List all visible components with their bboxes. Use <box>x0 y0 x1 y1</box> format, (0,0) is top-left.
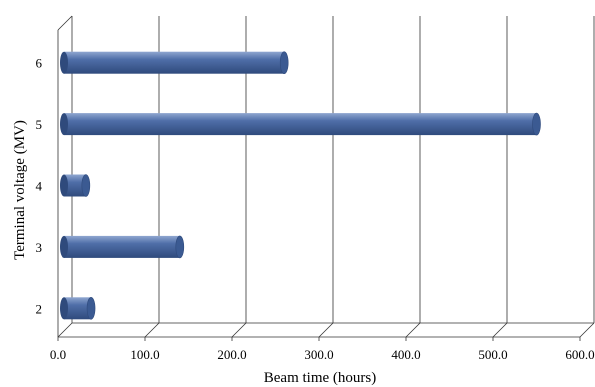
y-tick-label: 4 <box>36 179 43 194</box>
bar-end-cap <box>279 51 289 75</box>
bar-body <box>64 174 86 197</box>
bar-start-cap <box>60 51 68 74</box>
floor-diagonal <box>144 322 160 338</box>
y-axis-label: Terminal voltage (MV) <box>12 120 28 260</box>
y-tick-label: 3 <box>36 240 43 255</box>
floor-diagonal <box>318 322 334 338</box>
x-tick-label: 400.0 <box>391 347 420 362</box>
bar-body <box>64 51 285 74</box>
floor-diagonal <box>579 322 595 338</box>
floor-diagonal <box>405 322 421 338</box>
bar-5 <box>60 112 541 136</box>
bar-end-cap <box>532 112 541 136</box>
x-tick-label: 300.0 <box>304 347 333 362</box>
floor-diagonal <box>231 322 247 338</box>
top-left-diagonal <box>57 15 73 31</box>
x-tick-label: 200.0 <box>217 347 246 362</box>
bar-4 <box>60 174 91 197</box>
x-tick-label: 500.0 <box>478 347 507 362</box>
x-tick-label: 0.0 <box>50 347 66 362</box>
bar-end-cap <box>175 235 185 259</box>
bar-body <box>64 113 537 136</box>
bar-end-cap <box>86 296 96 320</box>
floor-diagonal <box>57 322 73 338</box>
bars <box>60 51 541 320</box>
bar-body <box>64 297 92 320</box>
bar-2 <box>60 296 96 320</box>
y-tick-label: 6 <box>36 56 43 71</box>
y-tick-labels: 2 3 4 5 6 <box>36 56 43 317</box>
bar-3 <box>60 235 185 259</box>
x-tick-labels: 0.0 100.0 200.0 300.0 400.0 500.0 600.0 <box>50 347 595 362</box>
bar-start-cap <box>60 113 68 136</box>
y-tick-label: 2 <box>36 301 43 316</box>
bar-end-cap <box>81 174 91 197</box>
bar-6 <box>60 51 289 75</box>
bar-start-cap <box>60 174 68 197</box>
bar-start-cap <box>60 297 68 320</box>
floor-diagonal <box>492 322 508 338</box>
bar-body <box>64 235 180 258</box>
x-axis-label: Beam time (hours) <box>264 370 376 386</box>
x-tick-label: 100.0 <box>130 347 159 362</box>
bar-start-cap <box>60 235 68 258</box>
y-tick-label: 5 <box>36 117 43 132</box>
x-tick-label: 600.0 <box>565 347 594 362</box>
